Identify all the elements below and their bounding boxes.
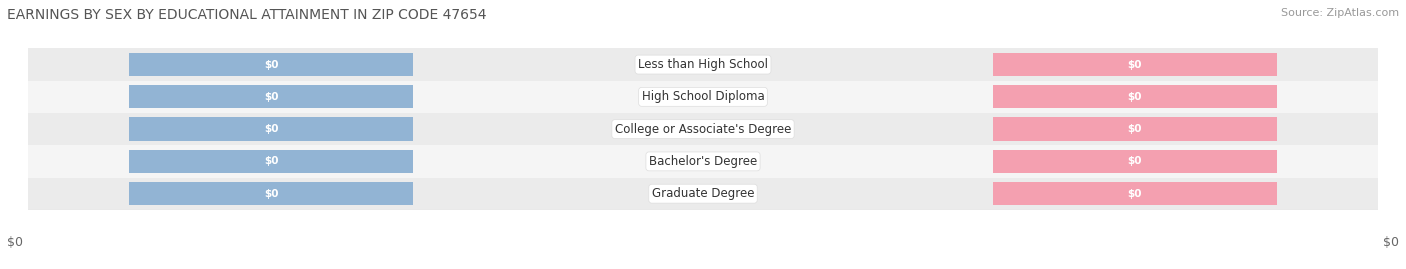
Text: $0: $0: [1128, 156, 1142, 167]
Bar: [993, 150, 1277, 173]
Bar: [993, 182, 1277, 205]
Text: $0: $0: [264, 92, 278, 102]
Bar: [28, 113, 1378, 145]
Text: $0: $0: [264, 156, 278, 167]
Bar: [993, 53, 1277, 76]
Bar: [129, 53, 413, 76]
Bar: [28, 178, 1378, 210]
Bar: [28, 81, 1378, 113]
Text: $0: $0: [1128, 92, 1142, 102]
Text: College or Associate's Degree: College or Associate's Degree: [614, 123, 792, 136]
Bar: [129, 118, 413, 141]
Bar: [28, 48, 1378, 81]
Text: $0: $0: [1128, 124, 1142, 134]
Bar: [993, 118, 1277, 141]
Text: $0: $0: [7, 236, 22, 249]
Text: $0: $0: [264, 189, 278, 199]
Text: High School Diploma: High School Diploma: [641, 90, 765, 103]
Text: $0: $0: [264, 124, 278, 134]
Bar: [129, 150, 413, 173]
Text: Bachelor's Degree: Bachelor's Degree: [650, 155, 756, 168]
Text: EARNINGS BY SEX BY EDUCATIONAL ATTAINMENT IN ZIP CODE 47654: EARNINGS BY SEX BY EDUCATIONAL ATTAINMEN…: [7, 8, 486, 22]
Text: Graduate Degree: Graduate Degree: [652, 187, 754, 200]
Text: $0: $0: [1128, 189, 1142, 199]
Bar: [993, 85, 1277, 108]
Text: $0: $0: [264, 59, 278, 70]
Bar: [129, 182, 413, 205]
Text: $0: $0: [1128, 59, 1142, 70]
Bar: [28, 145, 1378, 178]
Text: Source: ZipAtlas.com: Source: ZipAtlas.com: [1281, 8, 1399, 18]
Bar: [129, 85, 413, 108]
Text: Less than High School: Less than High School: [638, 58, 768, 71]
Text: $0: $0: [1384, 236, 1399, 249]
Legend: Male, Female: Male, Female: [636, 264, 770, 269]
